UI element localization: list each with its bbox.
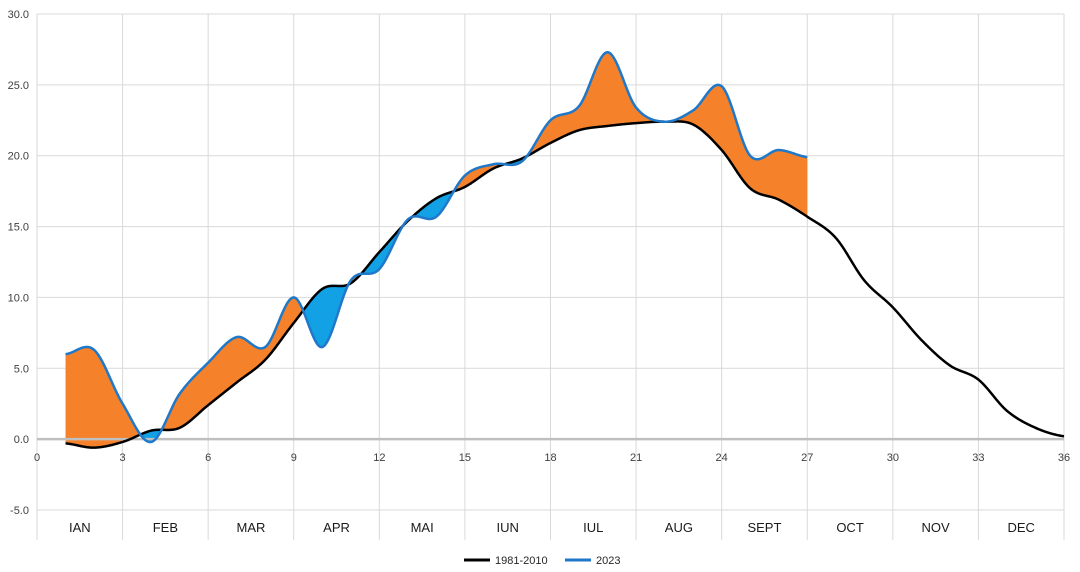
month-label: FEB [153,520,178,535]
month-label: OCT [836,520,864,535]
legend: 1981-2010 2023 [464,555,620,567]
month-label: APR [323,520,350,535]
y-tick-label: 0.0 [14,434,29,446]
month-label: MAR [237,520,266,535]
x-tick-label: 3 [120,452,126,464]
legend-label: 2023 [596,555,620,567]
month-label: IUN [497,520,519,535]
x-tick-label: 12 [373,452,385,464]
legend-item: 1981-2010 [464,555,548,567]
fill-above-normal [454,163,505,192]
x-tick-label: 18 [544,452,556,464]
x-tick-label: 30 [887,452,899,464]
y-tick-label: 30.0 [8,9,29,21]
month-label: NOV [922,520,951,535]
y-tick-label: 15.0 [8,222,29,234]
legend-item: 2023 [565,555,620,567]
month-label: DEC [1007,520,1034,535]
x-tick-label: 36 [1058,452,1070,464]
grid-lines [36,13,1065,540]
series-line-2023 [64,51,808,444]
month-label: AUG [665,520,693,535]
y-tick-label: -5.0 [10,505,29,517]
month-labels: IAN FEB MAR APR MAI IUN IUL AUG SEPT OCT NOV DEC [69,520,1035,535]
fill-above-normal [161,297,304,430]
fill-above-normal [65,346,141,448]
x-tick-label: 6 [205,452,211,464]
month-label: IAN [69,520,91,535]
series-line-1981-2010 [64,120,1065,449]
x-tick-label: 27 [801,452,813,464]
y-tick-label: 10.0 [8,292,29,304]
difference-fill-areas [65,52,808,448]
x-tick-label: 0 [34,452,40,464]
fill-above-normal [527,52,666,157]
y-axis-tick-labels: -5.0 0.0 5.0 10.0 15.0 20.0 25.0 30.0 [8,9,29,517]
month-label: SEPT [747,520,781,535]
x-tick-label: 33 [972,452,984,464]
x-axis-tick-labels: 0 3 6 9 12 15 18 21 24 27 30 33 36 [34,452,1070,464]
y-tick-label: 20.0 [8,151,29,163]
x-tick-label: 15 [459,452,471,464]
fill-below-normal [303,284,349,348]
x-tick-label: 24 [716,452,728,464]
month-label: MAI [411,520,434,535]
month-label: IUL [583,520,603,535]
y-tick-label: 25.0 [8,80,29,92]
fill-below-normal [412,190,455,219]
x-tick-label: 21 [630,452,642,464]
series-lines [64,51,1065,449]
fill-above-normal [666,84,808,217]
y-tick-label: 5.0 [14,363,29,375]
x-tick-label: 9 [291,452,297,464]
legend-label: 1981-2010 [495,555,548,567]
